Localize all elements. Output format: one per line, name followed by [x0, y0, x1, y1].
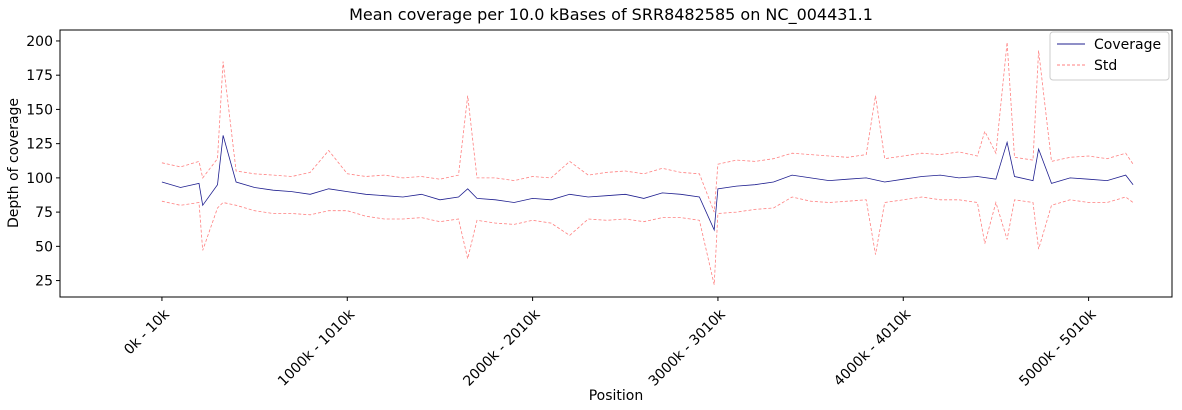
plot-area	[59, 29, 1173, 298]
x-tick-label: 4000k - 4010k	[831, 306, 915, 390]
series-line-std-lower	[161, 196, 1134, 285]
x-tick-label: 3000k - 3010k	[646, 306, 730, 390]
y-tick-label: 50	[35, 239, 53, 255]
legend-label-std: Std	[1094, 58, 1117, 74]
series-layer	[161, 42, 1134, 285]
x-tick-label: 1000k - 1010k	[275, 306, 359, 390]
y-axis-title: Depth of coverage	[6, 98, 22, 228]
chart-title: Mean coverage per 10.0 kBases of SRR8482…	[349, 5, 873, 25]
y-tick-label: 150	[26, 102, 53, 118]
legend: Coverage Std	[1049, 31, 1170, 81]
x-tick-label: 2000k - 2010k	[460, 306, 544, 390]
series-line-coverage	[161, 135, 1134, 232]
series-line-std-upper	[161, 42, 1134, 213]
x-tick-label: 5000k - 5010k	[1016, 306, 1100, 390]
x-axis: 0k - 10k 1000k - 1010k 2000k - 2010k 3000k …	[121, 297, 1100, 390]
y-tick-label: 100	[26, 171, 53, 187]
y-tick-label: 200	[26, 34, 53, 50]
y-tick-label: 25	[35, 274, 53, 290]
y-tick-label: 75	[35, 205, 53, 221]
y-tick-label: 125	[26, 137, 53, 153]
y-tick-label: 175	[26, 68, 53, 84]
x-tick-label: 0k - 10k	[121, 306, 173, 358]
legend-label-coverage: Coverage	[1094, 37, 1161, 53]
x-axis-title: Position	[589, 388, 644, 404]
y-axis: 25 50 75 100 125 150 175 200	[26, 34, 60, 290]
